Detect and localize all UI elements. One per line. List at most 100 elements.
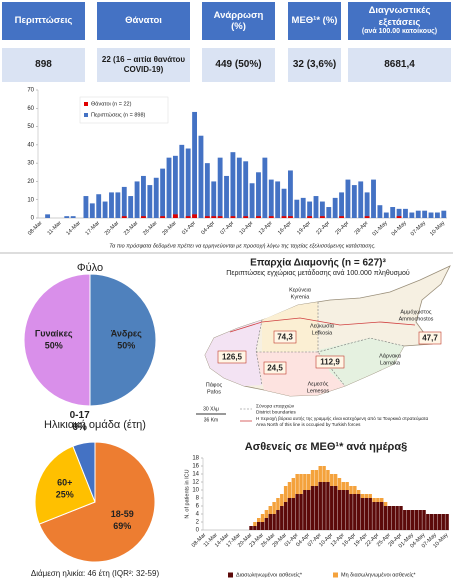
bar bbox=[364, 192, 370, 218]
bar bbox=[299, 474, 303, 494]
bar bbox=[283, 486, 288, 502]
bar bbox=[437, 514, 442, 530]
y-tick-label: 0 bbox=[31, 216, 35, 222]
header-text: ΜΕΘ¹* (%) bbox=[291, 15, 338, 27]
bar bbox=[204, 163, 210, 218]
bar bbox=[380, 502, 384, 530]
y-tick-label: 10 bbox=[27, 197, 34, 203]
bar bbox=[185, 216, 191, 218]
rate-label: 24,5 bbox=[267, 364, 283, 373]
bar bbox=[314, 486, 319, 530]
bar bbox=[280, 506, 284, 530]
bar bbox=[345, 490, 349, 530]
district-larnaka bbox=[318, 338, 404, 386]
bar bbox=[441, 210, 447, 218]
district-name-en: Larnaka bbox=[380, 360, 401, 366]
x-tick-label: 10-May bbox=[429, 220, 446, 237]
bar bbox=[396, 216, 402, 218]
bar bbox=[249, 526, 253, 530]
bar bbox=[257, 522, 261, 530]
bar bbox=[377, 205, 383, 218]
district-name-en: Kyrenia bbox=[291, 294, 311, 300]
bar bbox=[64, 216, 70, 218]
bar bbox=[121, 216, 127, 218]
bar bbox=[339, 192, 344, 218]
bar bbox=[268, 514, 272, 530]
x-tick-label: 17-Mar bbox=[85, 220, 102, 237]
district-name: Πάφος bbox=[206, 381, 223, 388]
header-text: Θάνατοι bbox=[125, 15, 162, 27]
bar bbox=[211, 216, 217, 218]
map-legend: Σύνορα επαρχιών bbox=[256, 402, 295, 409]
x-tick-label: 14-Mar bbox=[214, 532, 231, 549]
bar bbox=[428, 212, 434, 218]
bar bbox=[358, 181, 364, 218]
bar bbox=[333, 486, 338, 530]
bar bbox=[70, 216, 76, 218]
slice-label: 18-59 bbox=[111, 509, 134, 519]
y-tick-label: 40 bbox=[27, 142, 34, 148]
bar bbox=[295, 474, 299, 494]
bar bbox=[172, 214, 178, 218]
summary-value: 22 (16 – αιτία θανάτου COVID-19) bbox=[97, 48, 190, 82]
district-name: Αμμόχωστος bbox=[400, 308, 431, 315]
legend-swatch bbox=[228, 572, 233, 578]
bar bbox=[353, 486, 357, 494]
bar bbox=[415, 210, 421, 218]
district-name: Λάρνακα bbox=[379, 352, 402, 359]
district-name-en: Pafos bbox=[207, 389, 221, 395]
y-tick-label: 2 bbox=[196, 520, 200, 526]
bar bbox=[166, 157, 172, 218]
bar bbox=[349, 486, 353, 494]
y-tick-label: 70 bbox=[27, 88, 34, 94]
slice-value: 25% bbox=[56, 489, 74, 499]
bar bbox=[387, 506, 392, 530]
summary-value: 449 (50%) bbox=[202, 48, 275, 82]
bar bbox=[403, 208, 408, 218]
bar bbox=[160, 216, 166, 218]
rate-box bbox=[217, 350, 247, 364]
bar bbox=[341, 482, 346, 490]
x-tick-label: 04-May bbox=[409, 532, 426, 549]
bar bbox=[128, 196, 134, 218]
bar bbox=[319, 216, 325, 218]
district-lemesos bbox=[256, 352, 345, 396]
scale-label: 30 Χλμ bbox=[203, 406, 219, 412]
x-tick-label: 01-Apr bbox=[181, 220, 197, 236]
bar bbox=[204, 216, 210, 218]
legend-box bbox=[79, 96, 169, 124]
x-tick-label: 08-Mar bbox=[27, 220, 44, 237]
rate-box bbox=[418, 331, 442, 345]
header-text: Ανάρρωση (%) bbox=[213, 9, 264, 32]
summary-header: Περιπτώσεις bbox=[2, 2, 85, 40]
bar bbox=[243, 161, 249, 218]
bar bbox=[313, 196, 319, 218]
bar bbox=[372, 498, 376, 502]
bar bbox=[89, 203, 95, 218]
bar bbox=[281, 216, 287, 218]
district-pafos bbox=[205, 320, 262, 386]
header-text: Διαγνωστικές εξετάσεις bbox=[368, 5, 431, 28]
bar bbox=[256, 172, 261, 218]
x-tick-label: 23-Mar bbox=[123, 220, 140, 237]
bar bbox=[403, 510, 407, 530]
rate-box bbox=[263, 361, 287, 375]
bar bbox=[330, 474, 334, 486]
x-tick-label: 28-Apr bbox=[354, 220, 370, 236]
header-text: Περιπτώσεις bbox=[14, 15, 73, 27]
bar bbox=[211, 181, 217, 218]
bar bbox=[356, 490, 361, 494]
bar bbox=[276, 498, 280, 510]
x-tick-label: 22-Apr bbox=[364, 532, 380, 548]
x-tick-label: 25-Apr bbox=[376, 532, 392, 548]
x-tick-label: 13-Apr bbox=[258, 220, 274, 236]
x-tick-label: 10-Apr bbox=[239, 220, 255, 236]
district-name-en: Lefkosia bbox=[312, 330, 333, 336]
legend-label: Περιπτώσεις (n = 898) bbox=[91, 111, 146, 118]
scale-label: 36 Km bbox=[204, 417, 218, 423]
slice-label: Άνδρες bbox=[111, 328, 142, 338]
x-tick-label: 29-Mar bbox=[272, 532, 289, 549]
bar bbox=[426, 514, 430, 530]
